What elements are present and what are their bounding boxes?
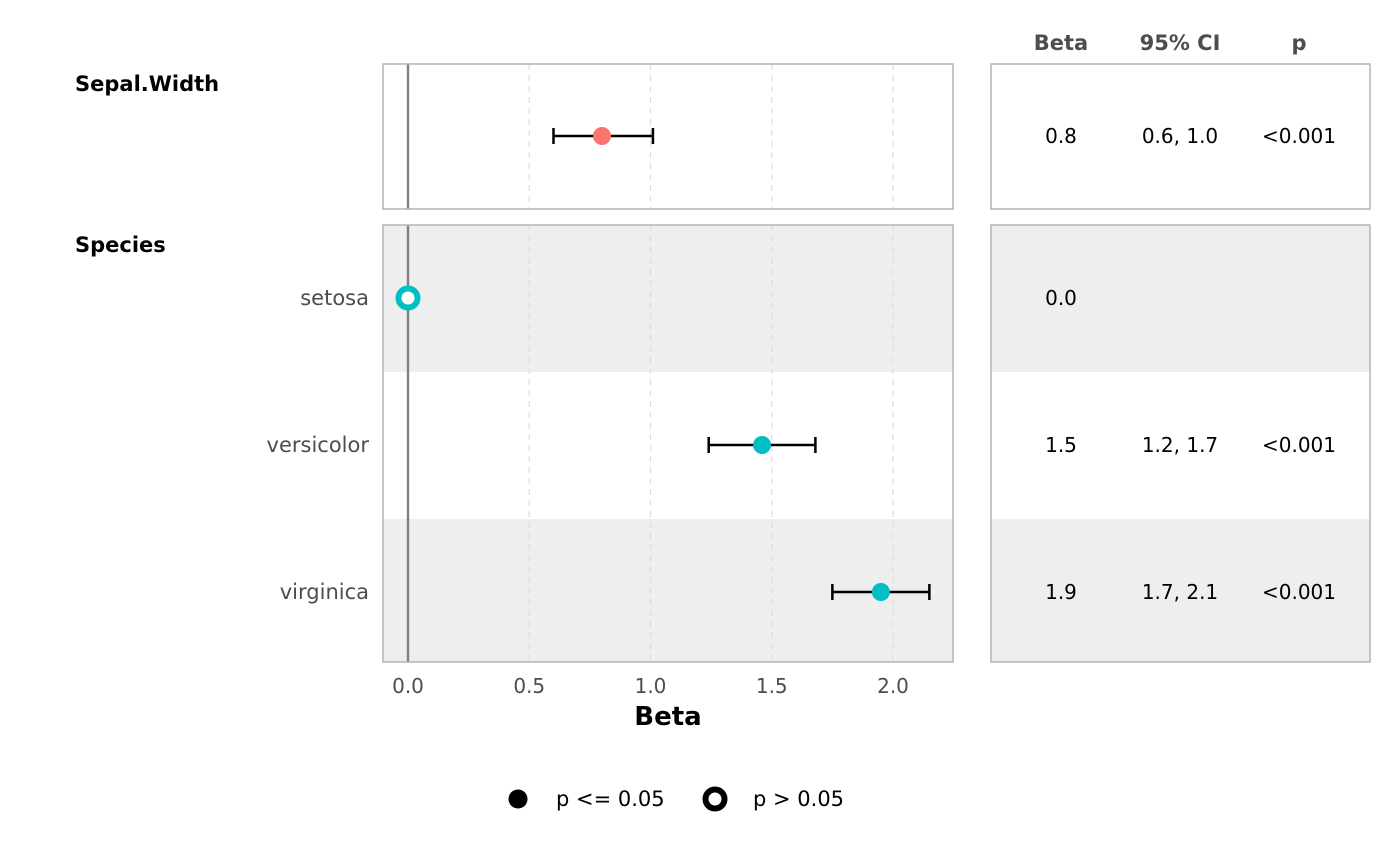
cell-beta: 0.8 bbox=[1045, 124, 1077, 148]
cell-beta: 1.9 bbox=[1045, 580, 1077, 604]
group-label: Sepal.Width bbox=[75, 72, 219, 96]
table-row-stripe bbox=[991, 519, 1370, 662]
cell-p: <0.001 bbox=[1262, 433, 1336, 457]
x-tick-label: 0.5 bbox=[513, 674, 545, 698]
cell-beta: 1.5 bbox=[1045, 433, 1077, 457]
group-label: Species bbox=[75, 233, 166, 257]
estimate-point bbox=[593, 127, 611, 145]
plot-panel-border bbox=[382, 224, 954, 663]
table-row-stripe bbox=[991, 225, 1370, 372]
legend-label: p > 0.05 bbox=[753, 787, 844, 811]
table-panel-border bbox=[990, 224, 1371, 663]
cell-p: <0.001 bbox=[1262, 580, 1336, 604]
cell-ci: 1.7, 2.1 bbox=[1142, 580, 1218, 604]
table-header-beta: Beta bbox=[1034, 31, 1088, 55]
cell-beta: 0.0 bbox=[1045, 286, 1077, 310]
category-label: virginica bbox=[280, 580, 369, 604]
x-tick-label: 1.5 bbox=[756, 674, 788, 698]
x-tick-label: 2.0 bbox=[877, 674, 909, 698]
x-axis-title: Beta bbox=[634, 702, 701, 732]
plot-panel-border bbox=[382, 63, 954, 210]
table-header-p: p bbox=[1291, 31, 1306, 55]
cell-ci: 0.6, 1.0 bbox=[1142, 124, 1218, 148]
table-header-ci: 95% CI bbox=[1140, 31, 1221, 55]
category-label: setosa bbox=[300, 286, 369, 310]
estimate-point bbox=[871, 583, 890, 601]
cell-ci: 1.2, 1.7 bbox=[1142, 433, 1218, 457]
legend-label: p <= 0.05 bbox=[556, 787, 665, 811]
category-label: versicolor bbox=[267, 433, 370, 457]
legend-marker-hollow bbox=[702, 786, 728, 812]
row-stripe bbox=[383, 225, 953, 372]
estimate-point-hollow bbox=[395, 285, 421, 311]
table-panel-border bbox=[990, 63, 1371, 210]
cell-p: <0.001 bbox=[1262, 124, 1336, 148]
x-tick-label: 1.0 bbox=[635, 674, 667, 698]
estimate-point bbox=[753, 436, 772, 454]
x-tick-label: 0.0 bbox=[392, 674, 424, 698]
legend-marker-filled bbox=[508, 789, 528, 809]
row-stripe bbox=[383, 519, 953, 662]
